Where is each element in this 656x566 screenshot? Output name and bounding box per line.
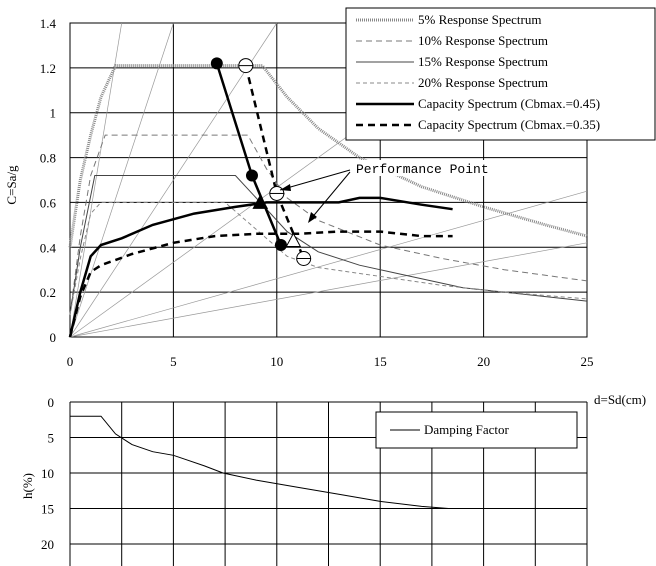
- series-line-4: [68, 196, 453, 338]
- chart-2-y-tick: 0: [48, 395, 55, 410]
- arrowhead-1: [280, 184, 291, 191]
- chart-1-y-tick: 0: [50, 330, 57, 345]
- chart-2-y-tick: 20: [41, 537, 54, 552]
- period-line: [69, 112, 381, 338]
- period-line: [69, 22, 278, 338]
- period-line: [69, 242, 588, 338]
- chart-1-y-tick: 0.4: [40, 240, 57, 255]
- period-line: [69, 22, 123, 338]
- filled-triangle-marker: [252, 194, 269, 209]
- chart-1-x-tick: 10: [270, 354, 283, 369]
- chart-2-series: [70, 415, 449, 509]
- legend-label-damping: Damping Factor: [424, 422, 510, 437]
- open-triangle-marker: [285, 232, 302, 248]
- legend-label: 15% Response Spectrum: [418, 54, 548, 69]
- chart-1-y-tick-labels: 0 0.2 0.4 0.6 0.8 1 1.2 1.4: [40, 16, 57, 345]
- chart-1-y-tick: 0.6: [40, 195, 57, 210]
- filled-circle-marker: [274, 239, 287, 252]
- chart-1-y-tick: 1.2: [40, 61, 56, 76]
- legend-label: 20% Response Spectrum: [418, 75, 548, 90]
- annotation-arrow-1: [279, 169, 351, 191]
- performance-point-annotation: Performance Point: [279, 160, 502, 223]
- series-line-6: [215, 63, 283, 246]
- series-line-1: [69, 134, 588, 315]
- filled-circle-marker: [210, 57, 223, 70]
- legend-box: [345, 7, 656, 141]
- chart-1-x-tick: 20: [477, 354, 490, 369]
- series-line-0: [68, 64, 588, 248]
- legend-label: Capacity Spectrum (Cbmax.=0.45): [418, 96, 600, 111]
- chart-1-x-tick: 0: [67, 354, 74, 369]
- chart-1-y-axis-label: C=Sa/g: [4, 165, 19, 205]
- arrowhead-2: [308, 212, 317, 223]
- chart-1-x-tick: 5: [170, 354, 177, 369]
- chart-2-y-axis-label: h(%): [20, 473, 35, 499]
- chart-1-x-axis-label: d=Sd(cm): [594, 392, 646, 407]
- chart-2-y-tick: 5: [48, 431, 55, 446]
- chart-2-y-tick: 15: [41, 502, 54, 517]
- damping-factor-chart: 0 5 10 15 20 h(%) Damping Factor: [20, 395, 588, 566]
- chart-1-x-tick: 15: [374, 354, 387, 369]
- legend-label: 5% Response Spectrum: [418, 12, 541, 27]
- legend-label: Capacity Spectrum (Cbmax.=0.35): [418, 117, 600, 132]
- legend-entries: 5% Response Spectrum 10% Response Spectru…: [356, 12, 600, 132]
- annotation-arrow-2: [309, 171, 351, 221]
- chart-1-legend: 5% Response Spectrum 10% Response Spectru…: [345, 7, 656, 141]
- chart-1-y-tick: 1.4: [40, 16, 57, 31]
- period-line: [69, 22, 174, 338]
- chart-2-y-tick: 10: [41, 466, 54, 481]
- chart-1-x-tick: 25: [581, 354, 594, 369]
- chart-1-gridlines: [69, 22, 588, 338]
- chart-1-y-tick: 0.2: [40, 285, 56, 300]
- annotation-label: Performance Point: [356, 162, 489, 177]
- filled-circle-marker: [245, 169, 258, 182]
- capacity-spectrum-chart: 0 0.2 0.4 0.6 0.8 1 1.2 1.4 0 5 10 15 20 25 C=Sa/g d…: [4, 7, 656, 407]
- series-line-2: [69, 175, 588, 315]
- damping-factor-line: [70, 415, 449, 509]
- chart-2-legend: Damping Factor: [375, 411, 578, 449]
- period-line: [69, 190, 588, 338]
- chart-2-y-tick-labels: 0 5 10 15 20: [41, 395, 54, 552]
- legend-label: 10% Response Spectrum: [418, 33, 548, 48]
- chart-1-y-tick: 1: [50, 106, 57, 121]
- annotation-label-bg: [352, 160, 502, 176]
- chart-1-y-tick: 0.8: [40, 151, 56, 166]
- series-line-3: [69, 201, 588, 315]
- series-line-5: [68, 230, 453, 338]
- chart-1-markers: [210, 57, 312, 266]
- chart-1-x-tick-labels: 0 5 10 15 20 25: [67, 354, 594, 369]
